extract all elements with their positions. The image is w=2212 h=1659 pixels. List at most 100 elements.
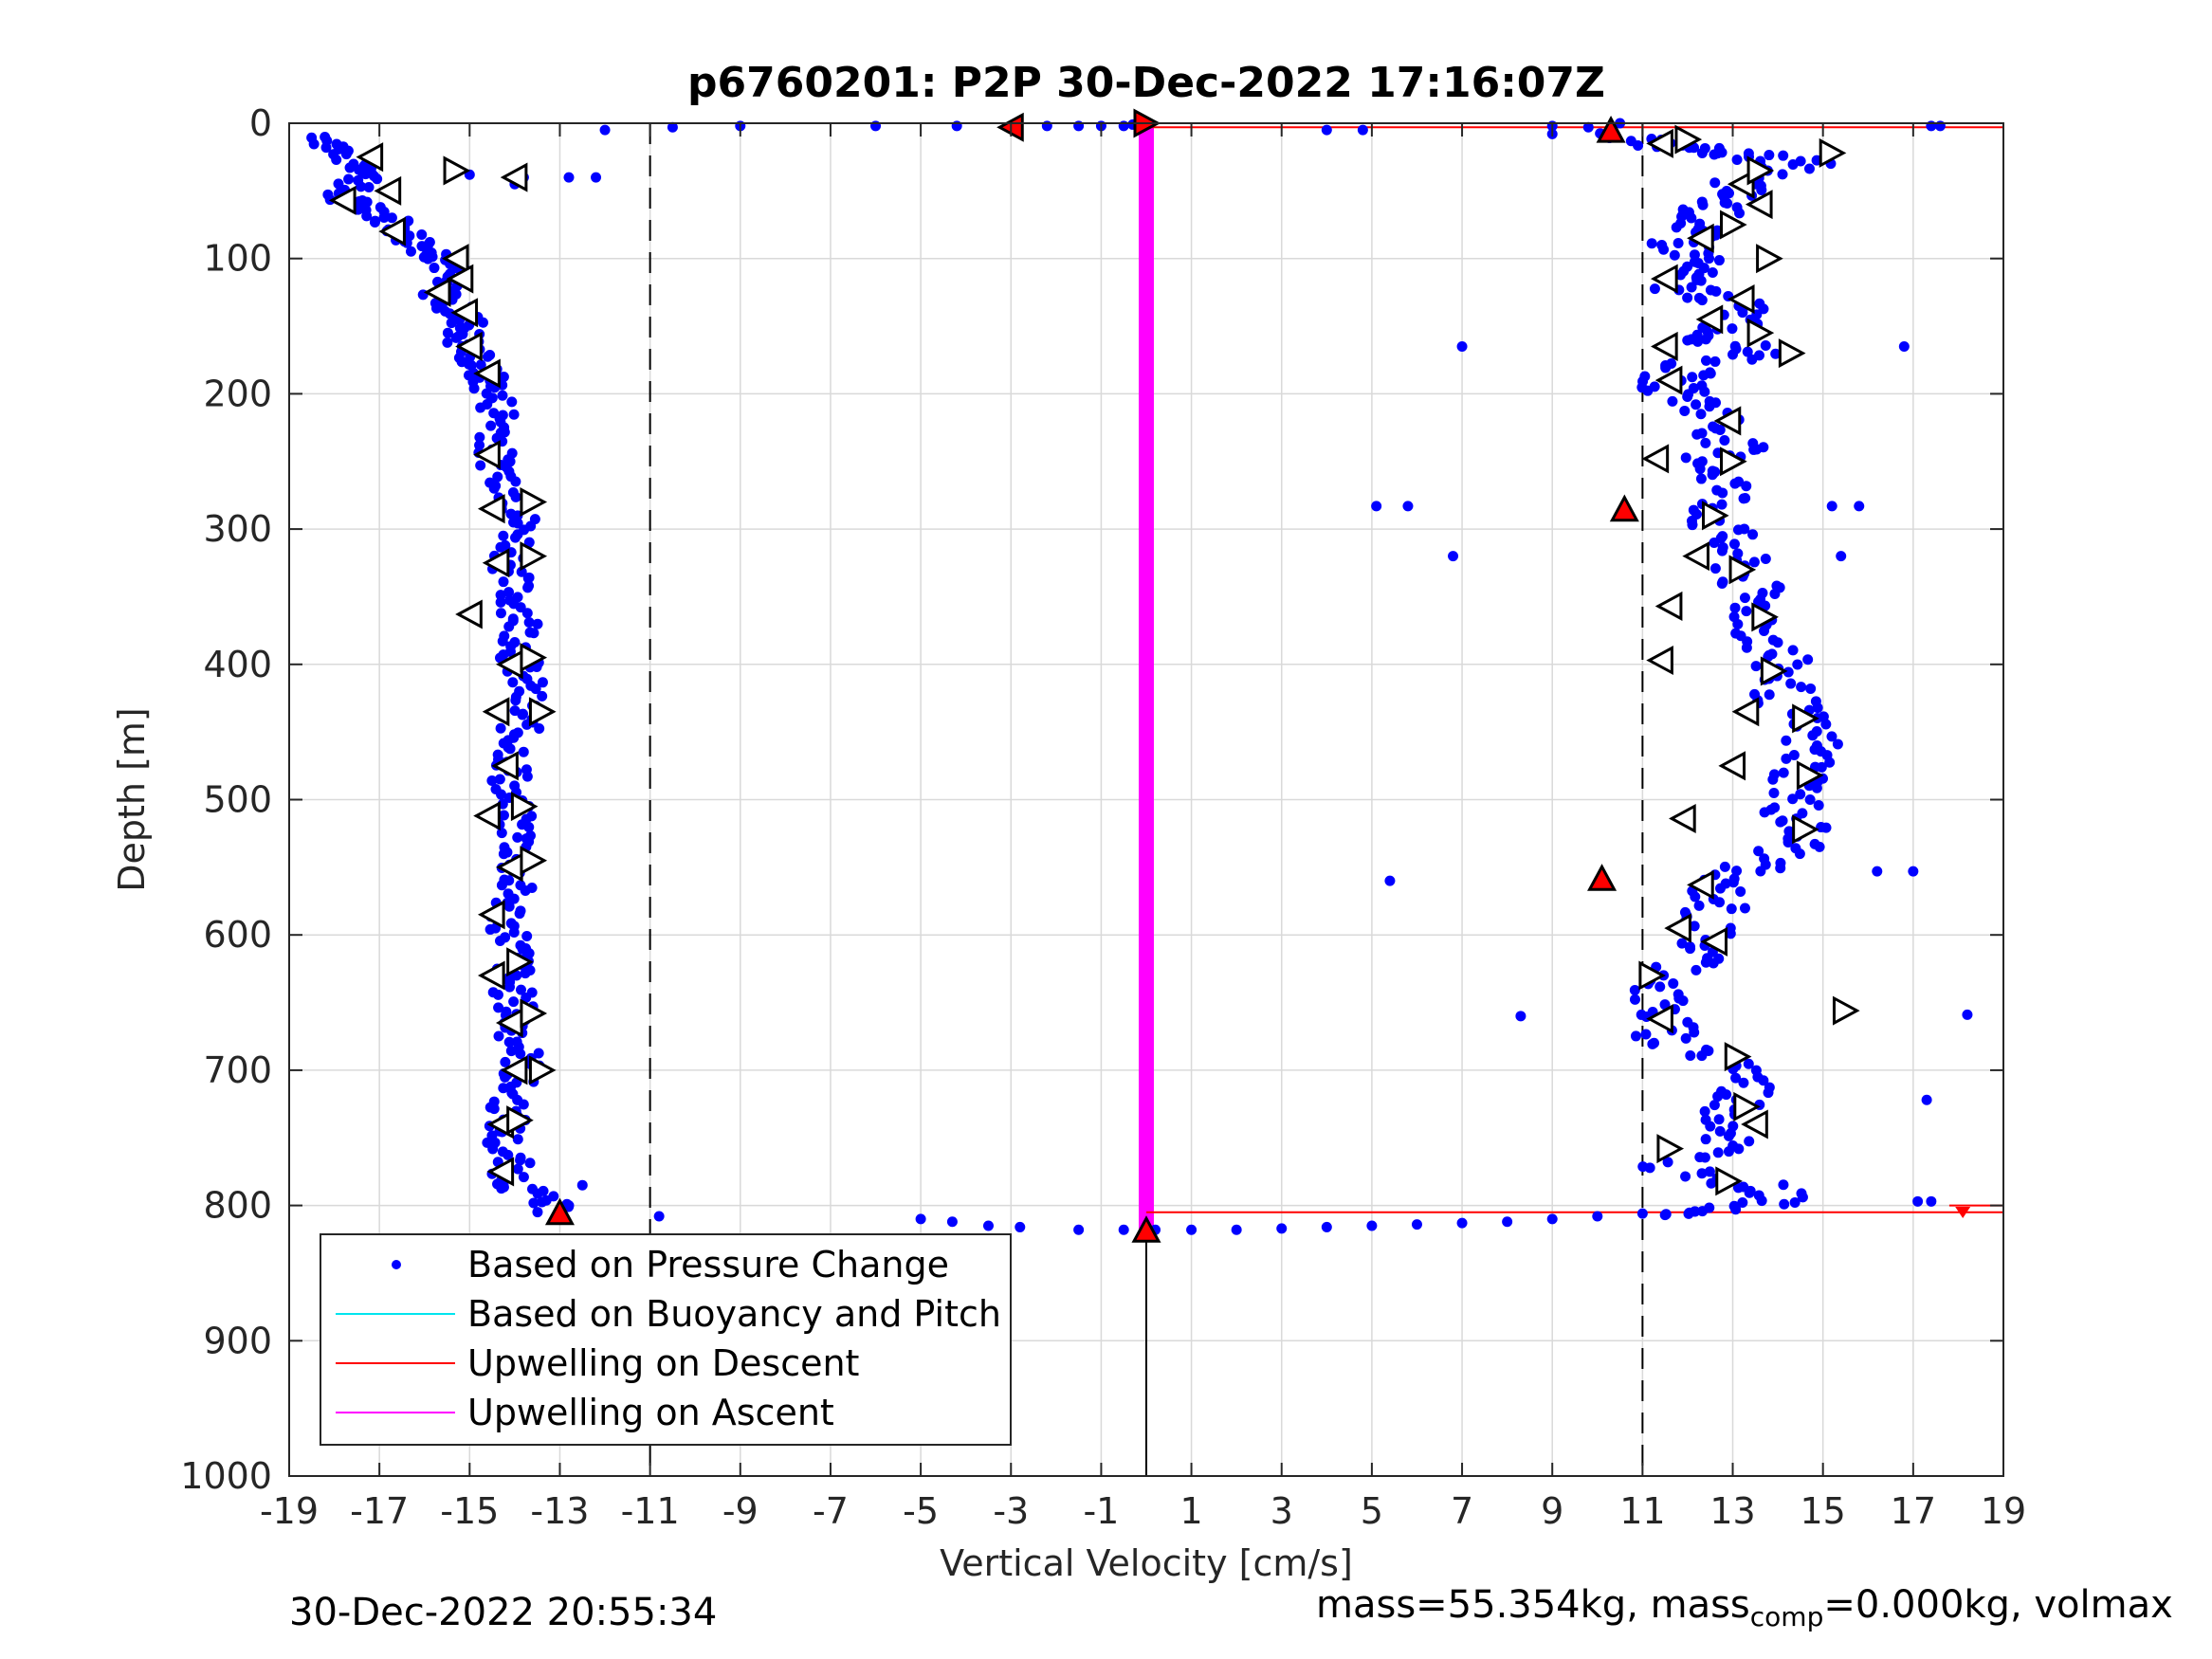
pressure-change-point	[1714, 897, 1726, 908]
open-right-triangle-marker	[1720, 447, 1747, 477]
open-right-triangle-marker	[528, 697, 557, 727]
pressure-change-point	[486, 775, 498, 787]
pressure-change-point	[1371, 501, 1382, 512]
pressure-change-point	[493, 1002, 504, 1013]
open-right-triangle-marker	[1792, 703, 1819, 734]
pressure-change-point	[1732, 618, 1744, 629]
pressure-change-point	[1713, 1114, 1725, 1125]
pressure-change-point	[515, 1155, 526, 1166]
open-left-triangle-marker	[1731, 697, 1760, 727]
y-tick-label: 200	[203, 373, 272, 414]
pressure-change-point	[429, 263, 440, 274]
pressure-change-point	[503, 621, 515, 632]
pressure-change-point	[422, 253, 433, 264]
pressure-change-point	[1671, 222, 1682, 233]
pressure-change-point	[1760, 340, 1771, 352]
pressure-change-point	[1713, 255, 1725, 266]
pressure-change-point	[518, 1172, 529, 1183]
open-left-triangle-marker	[450, 298, 479, 328]
pressure-change-point	[504, 743, 516, 755]
pressure-change-point	[516, 566, 527, 577]
pressure-change-point	[1714, 1125, 1726, 1137]
pressure-change-point	[563, 172, 575, 183]
pressure-change-point	[1629, 984, 1640, 995]
pressure-change-point	[1696, 147, 1708, 158]
open-left-triangle-marker	[1718, 751, 1746, 781]
red-triangle-marker	[544, 1197, 575, 1226]
pressure-change-point	[1694, 1152, 1706, 1163]
reference-lines	[649, 123, 2003, 1476]
pressure-change-point	[1813, 799, 1824, 811]
pressure-change-point	[1908, 866, 1919, 877]
y-tick-label: 100	[203, 238, 272, 280]
pressure-change-point	[1686, 282, 1697, 293]
pressure-change-point	[474, 440, 485, 451]
pressure-change-point	[533, 1048, 544, 1059]
pressure-change-point	[1677, 995, 1689, 1007]
pressure-change-point	[1772, 637, 1783, 648]
pressure-change-point	[1705, 1121, 1716, 1132]
pressure-change-point	[320, 142, 332, 154]
pressure-change-point	[450, 332, 462, 343]
pressure-change-point	[1515, 1011, 1526, 1022]
legend-label: Upwelling on Ascent	[467, 1392, 834, 1433]
chart-title: p6760201: P2P 30-Dec-2022 17:16:07Z	[687, 59, 1605, 107]
pressure-change-point	[1805, 683, 1817, 694]
pressure-change-point	[505, 1046, 517, 1057]
pressure-change-point	[1073, 1224, 1085, 1235]
pressure-change-point	[1711, 148, 1723, 159]
pressure-change-point	[506, 396, 518, 408]
pressure-change-point	[511, 970, 522, 981]
pressure-change-point	[1962, 1009, 1973, 1020]
open-right-triangle-marker	[1778, 338, 1806, 369]
pressure-change-point	[1726, 903, 1737, 915]
pressure-change-point	[946, 1216, 958, 1228]
pressure-change-point	[493, 1030, 504, 1042]
pressure-change-point	[1695, 473, 1707, 484]
pressure-change-point	[503, 1149, 514, 1160]
y-tick-label: 600	[203, 914, 272, 956]
pressure-change-point	[1704, 401, 1715, 412]
pressure-change-point	[488, 483, 500, 494]
open-left-triangle-marker	[328, 185, 356, 215]
x-tick-label: 19	[1981, 1490, 2026, 1532]
open-right-triangle-marker	[520, 998, 548, 1029]
pressure-change-point	[1321, 1221, 1332, 1232]
pressure-change-point	[1357, 124, 1368, 136]
pressure-change-point	[518, 1099, 529, 1110]
pressure-change-point	[1714, 883, 1726, 894]
pressure-change-point	[496, 828, 507, 839]
pressure-change-point	[1709, 563, 1721, 574]
pressure-change-point	[1744, 1187, 1755, 1198]
pressure-change-point	[534, 722, 545, 734]
pressure-change-point	[1689, 921, 1700, 932]
pressure-change-point	[1696, 295, 1708, 306]
pressure-change-point	[1640, 1029, 1652, 1040]
x-tick-label: 15	[1801, 1490, 1846, 1532]
pressure-change-point	[1796, 682, 1807, 693]
pressure-change-point	[1732, 1182, 1744, 1194]
pressure-change-point	[1756, 184, 1767, 195]
pressure-change-point	[521, 931, 533, 942]
open-left-triangle-marker	[1687, 223, 1714, 253]
x-tick-label: 13	[1709, 1490, 1755, 1532]
open-left-triangle-marker	[1700, 926, 1728, 957]
open-left-triangle-marker	[473, 358, 501, 389]
pressure-change-point	[1691, 399, 1702, 410]
pressure-change-point	[487, 1143, 499, 1155]
pressure-change-point	[1709, 177, 1721, 189]
pressure-change-point	[915, 1213, 926, 1225]
open-left-triangle-marker	[486, 1157, 515, 1187]
pressure-change-point	[521, 608, 533, 619]
open-left-triangle-marker	[477, 494, 505, 524]
open-left-triangle-marker	[477, 960, 505, 991]
pressure-change-point	[386, 212, 397, 224]
open-left-triangle-marker	[455, 331, 483, 361]
pressure-change-point	[667, 121, 678, 133]
pressure-change-point	[1731, 866, 1743, 877]
pressure-change-point	[1709, 537, 1720, 548]
pressure-change-point	[1685, 943, 1696, 955]
pressure-change-point	[1629, 994, 1640, 1005]
pressure-change-point	[1707, 469, 1718, 481]
